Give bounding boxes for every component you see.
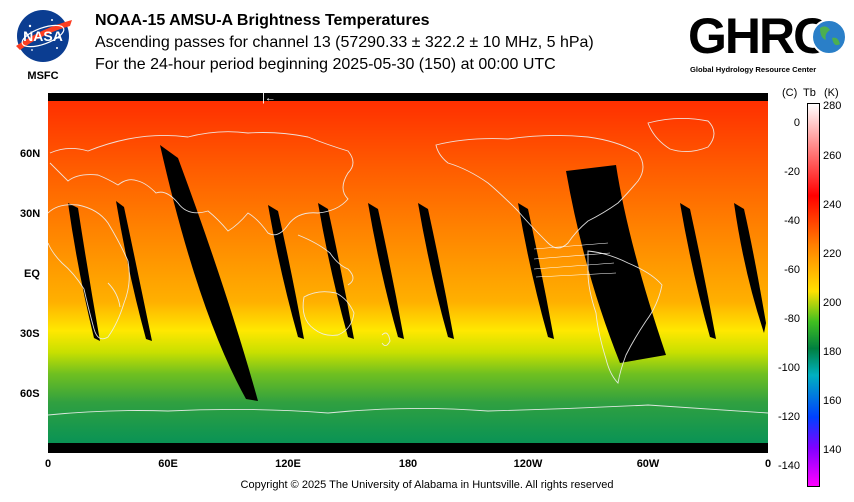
orbit-gap	[268, 205, 304, 339]
c-tick: -100	[777, 362, 800, 374]
k-tick: 240	[823, 199, 842, 211]
madagascar-coast	[107, 282, 121, 308]
nasa-meatball-icon: NASA	[16, 10, 72, 62]
lon-label-0: 0	[44, 458, 52, 470]
lat-label-30s: 30S	[20, 328, 40, 340]
lat-label-eq: EQ	[24, 268, 40, 280]
k-tick: 280	[823, 100, 842, 112]
temperature-map: |←	[48, 93, 768, 453]
map-svg: |←	[48, 93, 768, 453]
k-tick: 160	[823, 395, 842, 407]
lon-label-60w: 60W	[636, 458, 660, 470]
c-tick: -120	[777, 411, 800, 423]
top-nodata-band	[48, 93, 768, 101]
bottom-nodata-band	[48, 443, 768, 453]
k-tick: 180	[823, 346, 842, 358]
k-tick: 140	[823, 444, 842, 456]
c-tick: -60	[784, 264, 800, 276]
copyright: Copyright © 2025 The University of Alaba…	[240, 479, 614, 491]
lon-label-60e: 60E	[158, 458, 178, 470]
page-title: NOAA-15 AMSU-A Brightness Temperatures	[95, 12, 430, 29]
c-tick: -80	[784, 313, 800, 325]
period-line: For the 24-hour period beginning 2025-05…	[95, 56, 556, 73]
swath-edge-lines	[533, 242, 617, 278]
lon-label-0-east: 0	[764, 458, 772, 470]
indonesia-coast	[297, 234, 354, 286]
orbit-gap	[68, 203, 100, 341]
africa-coast	[48, 204, 130, 340]
south-america-coast	[587, 250, 663, 384]
k-tick: 260	[823, 150, 842, 162]
colorbar-head-c: (C)	[782, 87, 798, 99]
nasa-wordmark: NASA	[23, 28, 63, 44]
lat-label-30n: 30N	[20, 208, 41, 220]
lon-label-180: 180	[398, 458, 418, 470]
orbit-gap	[318, 203, 354, 339]
new-zealand-coast	[381, 332, 391, 346]
map-field	[48, 93, 768, 453]
eurasia-coast	[49, 131, 354, 236]
ghrc-wordmark: GHRC	[688, 8, 829, 64]
greenland-coast	[647, 118, 715, 152]
org-label: MSFC	[27, 70, 59, 82]
orbit-gap	[418, 203, 454, 339]
globe-icon	[811, 19, 847, 55]
colorbar-head-tb: Tb	[803, 87, 816, 99]
orbit-gap	[116, 201, 152, 341]
colorbar	[807, 103, 820, 487]
orbit-gap	[734, 203, 766, 333]
orbit-gap	[368, 203, 404, 339]
swath-edge-line	[533, 242, 617, 278]
north-america-coast	[435, 134, 644, 249]
antarctica-coast	[48, 404, 768, 416]
lat-label-60n: 60N	[20, 148, 41, 160]
page-subtitle: Ascending passes for channel 13 (57290.3…	[95, 34, 594, 51]
ghrc-tagline: Global Hydrology Resource Center	[690, 65, 817, 74]
c-tick: 0	[793, 117, 800, 129]
lon-label-120w: 120W	[513, 458, 543, 470]
coastlines	[48, 118, 768, 416]
orbit-gap	[518, 203, 554, 339]
colorbar-head-k: (K)	[824, 87, 839, 99]
swath-arrow: |←	[262, 93, 276, 104]
k-tick: 200	[823, 297, 842, 309]
title-block: NOAA-15 AMSU-A Brightness Temperatures A…	[95, 10, 594, 76]
lat-label-60s: 60S	[20, 388, 40, 400]
c-tick: -20	[784, 166, 800, 178]
orbit-gap	[566, 165, 666, 363]
ghrc-logo: GHRC Global Hydrology Resource Center	[688, 8, 848, 76]
orbit-gap	[680, 203, 716, 339]
lon-label-120e: 120E	[275, 458, 301, 470]
nasa-logo: NASA MSFC	[12, 8, 74, 84]
c-tick: -40	[784, 215, 800, 227]
c-tick: -140	[777, 460, 800, 472]
k-tick: 220	[823, 248, 842, 260]
australia-coast	[302, 291, 355, 336]
